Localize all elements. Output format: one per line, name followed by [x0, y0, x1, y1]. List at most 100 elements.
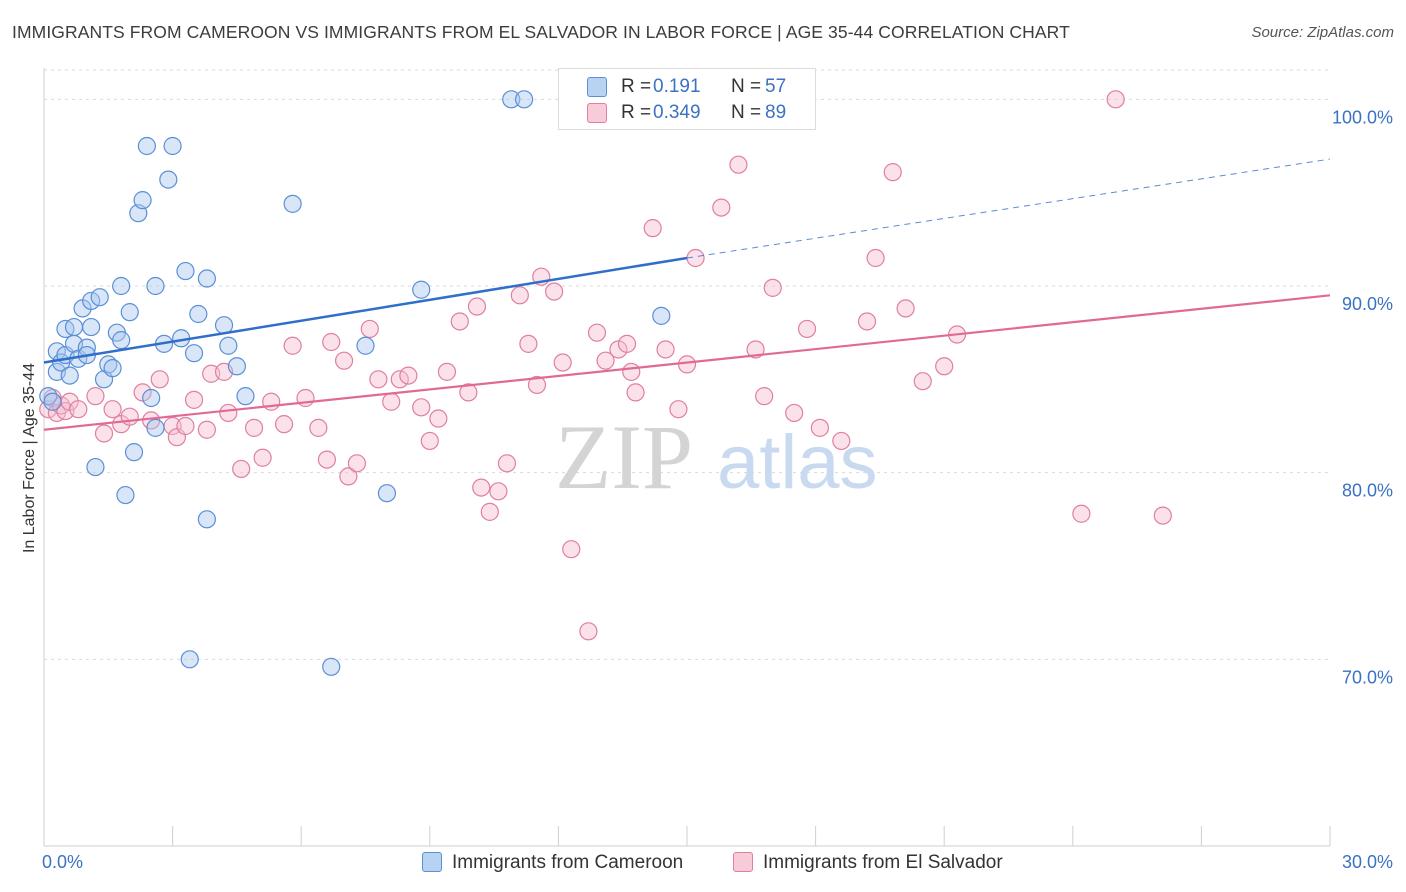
point-cameroon [184, 344, 204, 363]
point-el-salvador [656, 340, 675, 359]
point-el-salvador [763, 278, 782, 297]
point-el-salvador [309, 418, 328, 437]
point-el-salvador [412, 398, 431, 417]
point-el-salvador [712, 198, 731, 217]
point-el-salvador [184, 390, 204, 409]
point-cameroon [103, 359, 122, 378]
r-value: 0.349 [653, 102, 701, 123]
trend-cameroon [43, 256, 688, 364]
y-tick-label: 100.0% [1332, 107, 1393, 127]
point-el-salvador [472, 478, 491, 497]
point-el-salvador [746, 340, 765, 359]
point-cameroon [60, 366, 79, 385]
point-el-salvador [322, 332, 341, 352]
point-el-salvador [1106, 90, 1125, 109]
point-el-salvador [519, 334, 538, 353]
legend-swatch-cameroon [422, 852, 442, 872]
n-value: 89 [765, 102, 787, 123]
point-el-salvador [729, 155, 748, 174]
trend-cameroon-extension [686, 158, 1331, 259]
point-cameroon [322, 657, 341, 676]
legend-item-cameroon: Immigrants from Cameroon [422, 852, 683, 874]
axes [43, 68, 1331, 847]
point-el-salvador [866, 248, 885, 268]
point-el-salvador [437, 362, 457, 381]
stats-row-el-salvador: R = 0.349 N = 89 [559, 101, 815, 127]
point-el-salvador [643, 219, 662, 238]
point-el-salvador [913, 372, 932, 391]
x-tick-label: 30.0% [1342, 852, 1393, 872]
point-el-salvador [244, 418, 264, 437]
point-el-salvador [150, 370, 169, 389]
point-cameroon [64, 317, 84, 337]
point-el-salvador [420, 431, 439, 451]
point-el-salvador [587, 323, 607, 342]
swatch-cameroon [587, 77, 607, 97]
stats-row-cameroon: R = 0.191 N = 57 [559, 75, 815, 101]
point-el-salvador [219, 403, 238, 423]
grid-lines [44, 69, 1330, 660]
point-el-salvador [527, 375, 547, 395]
point-el-salvador [317, 450, 337, 469]
point-el-salvador [596, 351, 615, 370]
r-value: 0.191 [653, 76, 701, 97]
point-el-salvador [832, 431, 851, 451]
point-el-salvador [429, 409, 448, 428]
point-el-salvador [857, 312, 877, 331]
point-el-salvador [399, 366, 418, 385]
point-el-salvador [253, 448, 272, 467]
point-el-salvador [545, 282, 564, 301]
point-el-salvador [810, 418, 829, 437]
series-cameroon-points [39, 90, 671, 676]
y-tick-label: 90.0% [1342, 294, 1393, 314]
point-el-salvador [489, 482, 508, 501]
n-value: 57 [765, 76, 787, 97]
point-cameroon [189, 304, 208, 324]
point-cameroon [120, 303, 139, 322]
point-el-salvador [86, 387, 105, 406]
stats-legend: R = 0.191 N = 57 R = 0.349 N = 89 [558, 68, 816, 130]
point-cameroon [163, 136, 182, 156]
y-tick-label: 70.0% [1342, 667, 1393, 687]
point-el-salvador [622, 362, 641, 381]
series-legend: Immigrants from Cameroon Immigrants from… [0, 852, 1406, 878]
point-cameroon [356, 336, 375, 355]
point-el-salvador [360, 319, 379, 339]
point-cameroon [124, 443, 144, 462]
point-cameroon [116, 485, 135, 505]
point-cameroon [86, 457, 105, 477]
point-el-salvador [626, 383, 645, 402]
y-axis-label: In Labor Force | Age 35-44 [21, 363, 38, 553]
point-el-salvador [450, 312, 469, 331]
point-el-salvador [69, 400, 88, 419]
series-el-salvador-points [39, 90, 1172, 641]
point-cameroon [142, 388, 161, 408]
point-el-salvador [1153, 506, 1172, 525]
y-tick-label: 80.0% [1342, 481, 1393, 501]
trend-el-salvador [43, 294, 1331, 431]
point-el-salvador [120, 407, 139, 426]
point-el-salvador [347, 454, 367, 473]
point-cameroon [82, 317, 101, 337]
point-el-salvador [369, 370, 388, 389]
point-el-salvador [339, 467, 358, 486]
point-cameroon [515, 90, 534, 109]
point-el-salvador [510, 286, 529, 305]
n-label: N = [731, 76, 762, 97]
point-el-salvador [459, 383, 478, 402]
point-el-salvador [896, 299, 915, 318]
r-label: R = [621, 76, 652, 97]
point-cameroon [133, 191, 152, 210]
point-el-salvador [677, 355, 697, 374]
point-cameroon [90, 288, 109, 307]
point-el-salvador [1072, 504, 1091, 523]
swatch-el-salvador [587, 103, 607, 123]
point-el-salvador [94, 424, 114, 443]
legend-item-el-salvador: Immigrants from El Salvador [733, 852, 1003, 874]
point-cameroon [219, 336, 238, 355]
point-cameroon [43, 392, 62, 411]
point-el-salvador [232, 459, 251, 479]
point-el-salvador [497, 454, 517, 473]
legend-label-cameroon: Immigrants from Cameroon [452, 852, 684, 873]
